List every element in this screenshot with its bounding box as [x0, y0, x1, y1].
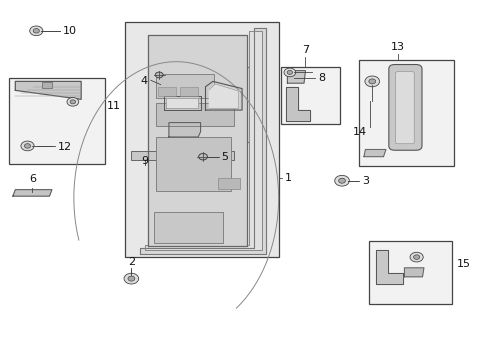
- Bar: [217, 178, 239, 189]
- Bar: [42, 82, 52, 88]
- Circle shape: [198, 153, 207, 160]
- Polygon shape: [13, 190, 52, 196]
- Polygon shape: [15, 81, 81, 99]
- Bar: [158, 87, 175, 96]
- Circle shape: [334, 175, 348, 186]
- Bar: [149, 67, 249, 142]
- Text: 10: 10: [63, 26, 77, 36]
- Text: 7: 7: [301, 45, 308, 55]
- Circle shape: [21, 141, 34, 151]
- Text: 1: 1: [284, 173, 291, 183]
- Polygon shape: [404, 268, 423, 277]
- Polygon shape: [205, 81, 242, 110]
- Bar: [156, 103, 233, 126]
- Text: 14: 14: [352, 127, 366, 136]
- Bar: [180, 87, 197, 96]
- Bar: [156, 74, 214, 98]
- Circle shape: [286, 71, 292, 75]
- Circle shape: [24, 144, 31, 148]
- Polygon shape: [148, 35, 246, 246]
- Polygon shape: [166, 98, 198, 108]
- Bar: [156, 137, 231, 191]
- Circle shape: [33, 28, 39, 33]
- Circle shape: [284, 68, 295, 77]
- Circle shape: [368, 79, 375, 84]
- Text: 13: 13: [390, 42, 404, 51]
- Text: 8: 8: [318, 73, 325, 83]
- Polygon shape: [363, 149, 385, 157]
- Text: 5: 5: [221, 152, 227, 162]
- Circle shape: [70, 100, 76, 104]
- Bar: [358, 60, 453, 166]
- Polygon shape: [287, 71, 305, 83]
- Text: 12: 12: [58, 142, 72, 152]
- Circle shape: [128, 276, 135, 281]
- Circle shape: [413, 255, 419, 259]
- Bar: [154, 212, 222, 243]
- Circle shape: [364, 76, 379, 87]
- Text: 9: 9: [141, 156, 148, 166]
- Circle shape: [67, 98, 79, 106]
- Polygon shape: [285, 87, 310, 121]
- Polygon shape: [375, 250, 402, 284]
- Circle shape: [30, 26, 43, 36]
- Polygon shape: [209, 84, 238, 108]
- Circle shape: [409, 252, 422, 262]
- Polygon shape: [163, 96, 200, 110]
- Text: 2: 2: [127, 257, 135, 267]
- Text: 15: 15: [456, 259, 469, 269]
- Bar: [368, 241, 451, 304]
- Text: 4: 4: [141, 76, 148, 86]
- Polygon shape: [144, 31, 261, 250]
- Circle shape: [338, 178, 345, 183]
- FancyBboxPatch shape: [395, 72, 413, 144]
- Polygon shape: [168, 123, 200, 137]
- Bar: [281, 67, 339, 125]
- Circle shape: [155, 72, 163, 78]
- Bar: [131, 151, 233, 160]
- Polygon shape: [140, 28, 266, 253]
- Text: 6: 6: [29, 174, 36, 184]
- Circle shape: [124, 273, 139, 284]
- Bar: [125, 22, 278, 257]
- Text: 11: 11: [107, 102, 121, 112]
- Bar: [9, 78, 104, 164]
- Text: 3: 3: [362, 176, 369, 186]
- FancyBboxPatch shape: [388, 64, 421, 150]
